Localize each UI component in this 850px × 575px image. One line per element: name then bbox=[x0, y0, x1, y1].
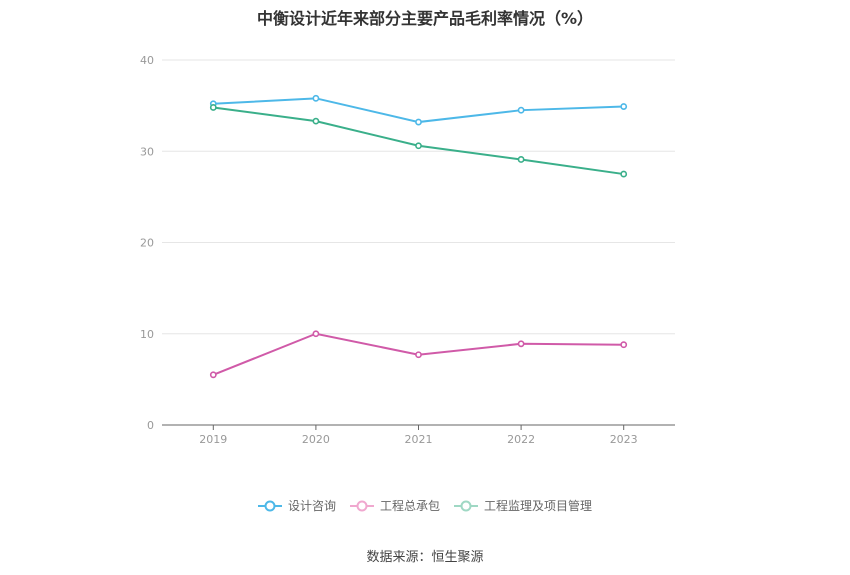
data-point bbox=[415, 142, 422, 150]
series-layer bbox=[209, 94, 628, 379]
x-tick-label: 2021 bbox=[405, 433, 433, 446]
data-point bbox=[312, 117, 320, 125]
data-point bbox=[209, 104, 217, 111]
data-point bbox=[620, 170, 628, 178]
legend-label: 工程监理及项目管理 bbox=[484, 499, 593, 513]
series-line bbox=[213, 106, 624, 176]
data-point bbox=[209, 371, 217, 379]
legend-item-design-consulting[interactable]: 设计咨询 bbox=[257, 497, 336, 514]
y-tick-label: 30 bbox=[140, 145, 154, 158]
x-tick-label: 2019 bbox=[199, 433, 227, 446]
data-point bbox=[312, 330, 320, 338]
data-source: 数据来源：恒生聚源 bbox=[366, 550, 484, 565]
x-tick-label: 2023 bbox=[610, 433, 638, 446]
line-chart: 0 10 20 30 40 2019 2020 2021 2022 2023 bbox=[140, 54, 675, 446]
y-tick-label: 40 bbox=[140, 54, 154, 67]
y-tick-label: 20 bbox=[140, 237, 154, 250]
data-point bbox=[517, 156, 525, 163]
chart-title: 中衡设计近年来部分主要产品毛利率情况（%） bbox=[256, 9, 594, 28]
legend-marker-icon bbox=[349, 500, 374, 511]
data-point bbox=[415, 351, 422, 359]
data-point bbox=[517, 106, 525, 114]
grid-lines bbox=[162, 59, 675, 335]
x-tick-label: 2022 bbox=[507, 433, 535, 446]
y-tick-label: 0 bbox=[147, 419, 154, 432]
data-point bbox=[312, 94, 320, 102]
series-line bbox=[213, 97, 624, 124]
legend-marker-icon bbox=[257, 500, 282, 511]
legend-item-supervision[interactable]: 工程监理及项目管理 bbox=[454, 497, 592, 514]
data-point bbox=[620, 103, 628, 110]
y-tick-label: 10 bbox=[140, 328, 154, 341]
tick-labels: 0 10 20 30 40 2019 2020 2021 2022 2023 bbox=[140, 54, 638, 446]
legend: 设计咨询 工程总承包 工程监理及项目管理 bbox=[0, 497, 850, 514]
data-point bbox=[517, 340, 525, 348]
legend-label: 设计咨询 bbox=[287, 499, 336, 513]
x-tick-label: 2020 bbox=[302, 433, 330, 446]
data-point bbox=[620, 341, 628, 349]
legend-label: 工程总承包 bbox=[379, 499, 440, 513]
data-point bbox=[415, 118, 422, 126]
legend-marker-icon bbox=[454, 500, 478, 511]
legend-item-epc[interactable]: 工程总承包 bbox=[349, 497, 440, 514]
axes bbox=[162, 424, 675, 430]
